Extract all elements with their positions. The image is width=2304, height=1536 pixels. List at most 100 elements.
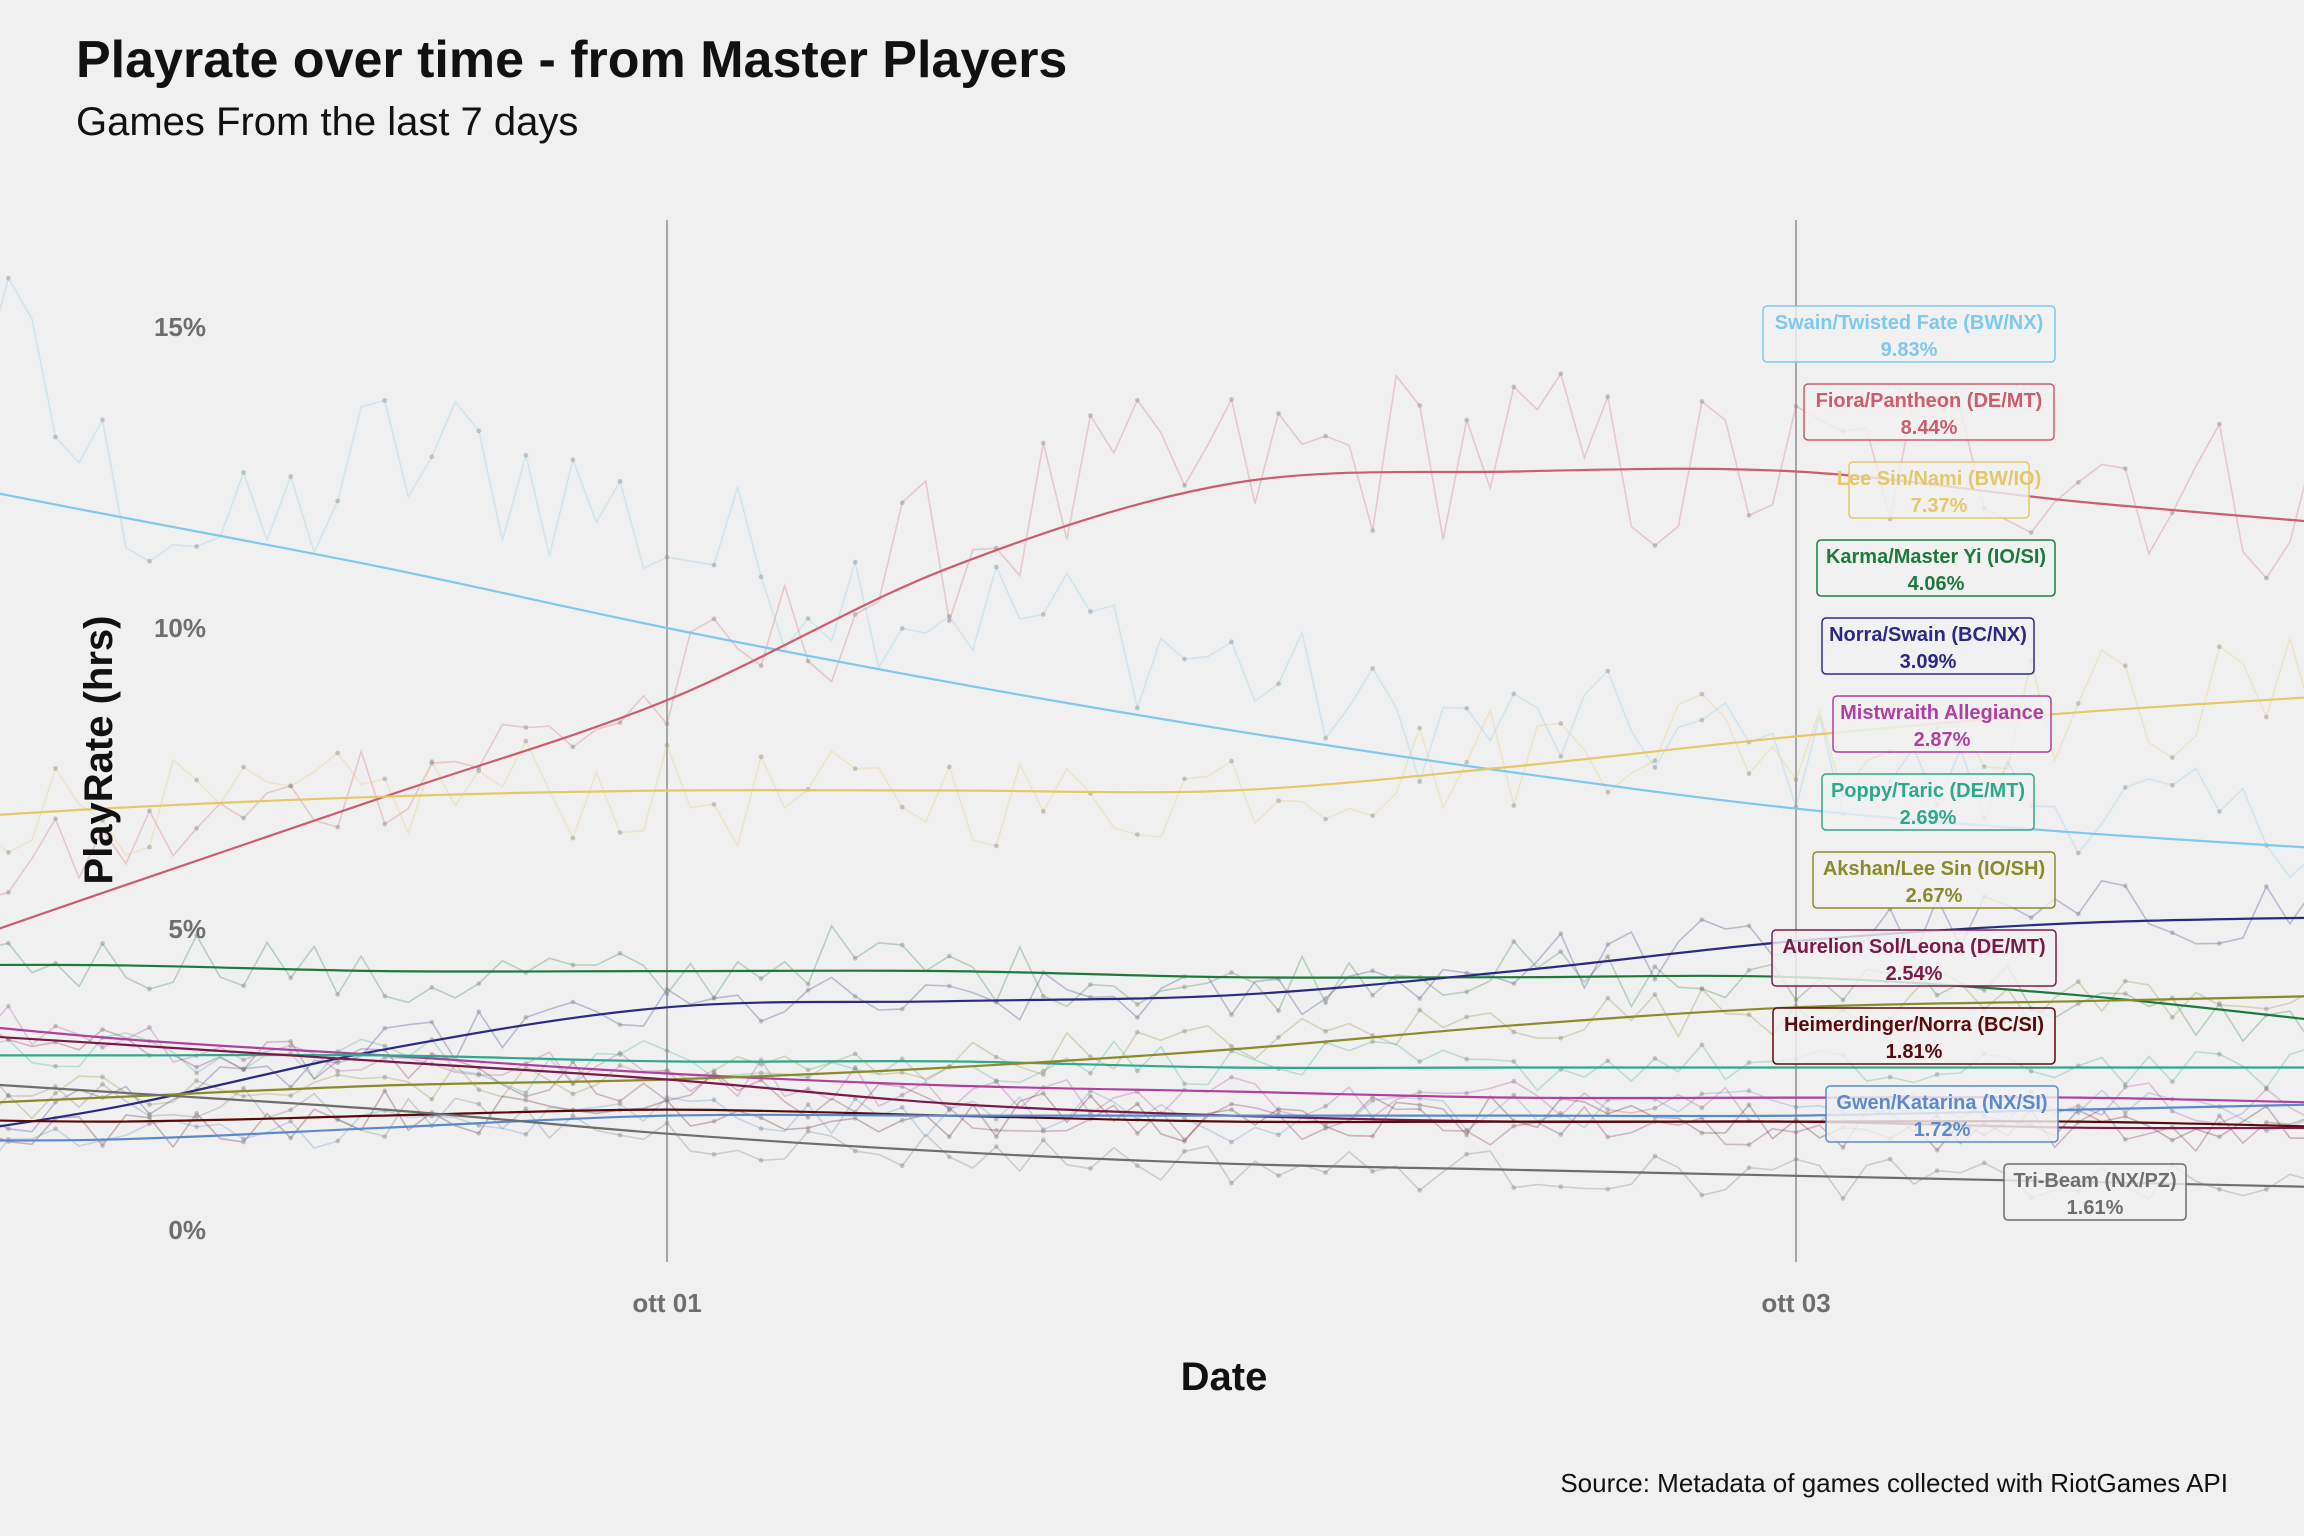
label-box	[1825, 1085, 2059, 1143]
raw-data-point	[147, 558, 152, 564]
raw-data-point	[946, 1105, 952, 1111]
raw-data-point	[758, 574, 764, 580]
raw-data-point	[1276, 681, 1281, 687]
raw-data-point	[523, 1097, 529, 1103]
raw-data-point	[852, 766, 858, 772]
raw-data-point	[1981, 764, 1987, 769]
raw-data-point	[1135, 1029, 1140, 1035]
raw-data-point	[288, 1135, 294, 1141]
raw-data-point	[1323, 433, 1328, 439]
raw-data-point	[1746, 1060, 1752, 1065]
raw-data-point	[1464, 759, 1470, 765]
raw-data-point	[241, 764, 247, 770]
raw-data-point	[147, 986, 152, 992]
raw-data-point	[382, 993, 388, 999]
raw-data-point	[1229, 1101, 1234, 1107]
raw-data-point	[805, 616, 811, 621]
raw-data-point	[1464, 417, 1470, 423]
raw-data-point	[711, 1097, 717, 1103]
raw-data-point	[53, 766, 58, 771]
raw-data-point	[1417, 1187, 1423, 1193]
raw-data-point	[1135, 832, 1140, 837]
raw-data-point	[1088, 1166, 1093, 1171]
series-end-label: Aurelion Sol/Leona (DE/MT) 2.54%	[1771, 929, 2057, 987]
raw-data-point	[241, 1067, 247, 1072]
raw-data-point	[852, 612, 858, 617]
raw-data-point	[53, 1099, 58, 1105]
chart-subtitle: Games From the last 7 days	[76, 100, 579, 144]
raw-data-point	[1652, 964, 1658, 969]
raw-data-point	[1323, 1124, 1328, 1129]
series-end-label: Mistwraith Allegiance 2.87%	[1832, 695, 2052, 753]
label-box	[1772, 1007, 2056, 1065]
raw-data-point	[100, 827, 105, 832]
raw-data-point	[664, 1068, 670, 1074]
raw-data-point	[1135, 1130, 1140, 1136]
raw-data-point	[147, 808, 152, 814]
raw-data-point	[194, 777, 200, 783]
raw-data-point	[1699, 399, 1705, 404]
raw-data-point	[476, 768, 482, 774]
raw-data-point	[523, 1094, 529, 1099]
raw-data-point	[1464, 1151, 1470, 1157]
raw-data-point	[1040, 440, 1046, 446]
raw-data-point	[241, 1093, 247, 1099]
raw-data-point	[382, 398, 388, 403]
raw-data-point	[1323, 1126, 1328, 1131]
raw-data-point	[1417, 1059, 1423, 1064]
raw-data-point	[5, 890, 11, 895]
raw-data-point	[5, 275, 11, 281]
raw-data-point	[899, 1092, 905, 1098]
raw-data-point	[805, 658, 811, 664]
series-name-label: Poppy/Taric (DE/MT)	[1831, 780, 2025, 802]
raw-data-point	[2217, 1001, 2222, 1006]
raw-data-point	[53, 816, 58, 822]
raw-data-point	[335, 750, 341, 756]
raw-data-point	[805, 1125, 811, 1131]
raw-data-point	[382, 1074, 388, 1080]
raw-data-point	[993, 1134, 999, 1140]
label-box	[1832, 695, 2052, 753]
label-box	[1771, 929, 2057, 987]
raw-data-point	[899, 1084, 905, 1089]
raw-data-point	[617, 720, 623, 725]
raw-data-point	[1088, 609, 1093, 614]
raw-data-point	[100, 941, 105, 946]
raw-data-point	[664, 1095, 670, 1100]
raw-data-point	[1793, 1129, 1799, 1135]
raw-data-point	[288, 1093, 294, 1098]
raw-data-point	[1558, 371, 1564, 377]
label-box	[1803, 383, 2055, 441]
y-tick-label: 0%	[168, 1215, 206, 1245]
raw-data-point	[852, 559, 858, 565]
raw-data-point	[335, 992, 341, 997]
raw-data-point	[617, 479, 623, 484]
raw-data-point	[53, 1023, 58, 1029]
trend-line	[0, 995, 2304, 1104]
raw-data-point	[1605, 668, 1611, 674]
label-box	[1848, 461, 2030, 519]
raw-data-point	[946, 1107, 952, 1113]
raw-data-point	[476, 1130, 482, 1136]
raw-data-point	[1746, 1142, 1752, 1148]
raw-data-point	[241, 1136, 247, 1142]
raw-data-point	[1276, 411, 1281, 416]
raw-data-point	[194, 1114, 200, 1120]
raw-data-point	[1605, 1058, 1611, 1064]
raw-data-point	[1040, 1068, 1046, 1074]
raw-data-point	[1417, 725, 1423, 731]
raw-data-point	[617, 1052, 623, 1057]
series-name-label: Swain/Twisted Fate (BW/NX)	[1775, 312, 2044, 334]
raw-data-point	[617, 830, 623, 835]
raw-data-point	[899, 804, 905, 810]
raw-data-point	[664, 986, 670, 992]
raw-data-point	[1370, 813, 1375, 819]
raw-data-point	[1182, 1139, 1187, 1144]
raw-data-point	[335, 1068, 341, 1074]
series-name-label: Gwen/Katarina (NX/SI)	[1836, 1092, 2047, 1114]
raw-data-point	[5, 1126, 11, 1132]
raw-data-point	[1229, 397, 1234, 402]
raw-data-point	[2217, 644, 2222, 650]
raw-data-point	[382, 1025, 388, 1031]
